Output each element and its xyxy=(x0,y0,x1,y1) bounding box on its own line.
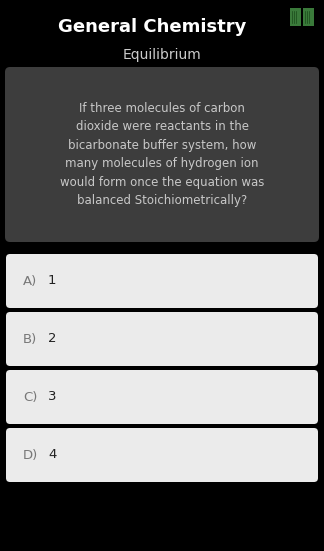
Text: If three molecules of carbon
dioxide were reactants in the
bicarbonate buffer sy: If three molecules of carbon dioxide wer… xyxy=(60,102,264,207)
FancyBboxPatch shape xyxy=(6,428,318,482)
FancyBboxPatch shape xyxy=(303,8,314,26)
Text: 3: 3 xyxy=(48,391,56,403)
FancyBboxPatch shape xyxy=(6,312,318,366)
Text: General Chemistry: General Chemistry xyxy=(58,18,247,36)
Text: 2: 2 xyxy=(48,332,56,345)
Text: B): B) xyxy=(23,332,37,345)
Text: 4: 4 xyxy=(48,449,56,462)
Text: A): A) xyxy=(23,274,37,288)
Text: D): D) xyxy=(22,449,38,462)
FancyBboxPatch shape xyxy=(6,254,318,308)
Text: Equilibrium: Equilibrium xyxy=(122,48,202,62)
Text: 1: 1 xyxy=(48,274,56,288)
FancyBboxPatch shape xyxy=(6,370,318,424)
FancyBboxPatch shape xyxy=(5,67,319,242)
FancyBboxPatch shape xyxy=(290,8,301,26)
Text: C): C) xyxy=(23,391,37,403)
